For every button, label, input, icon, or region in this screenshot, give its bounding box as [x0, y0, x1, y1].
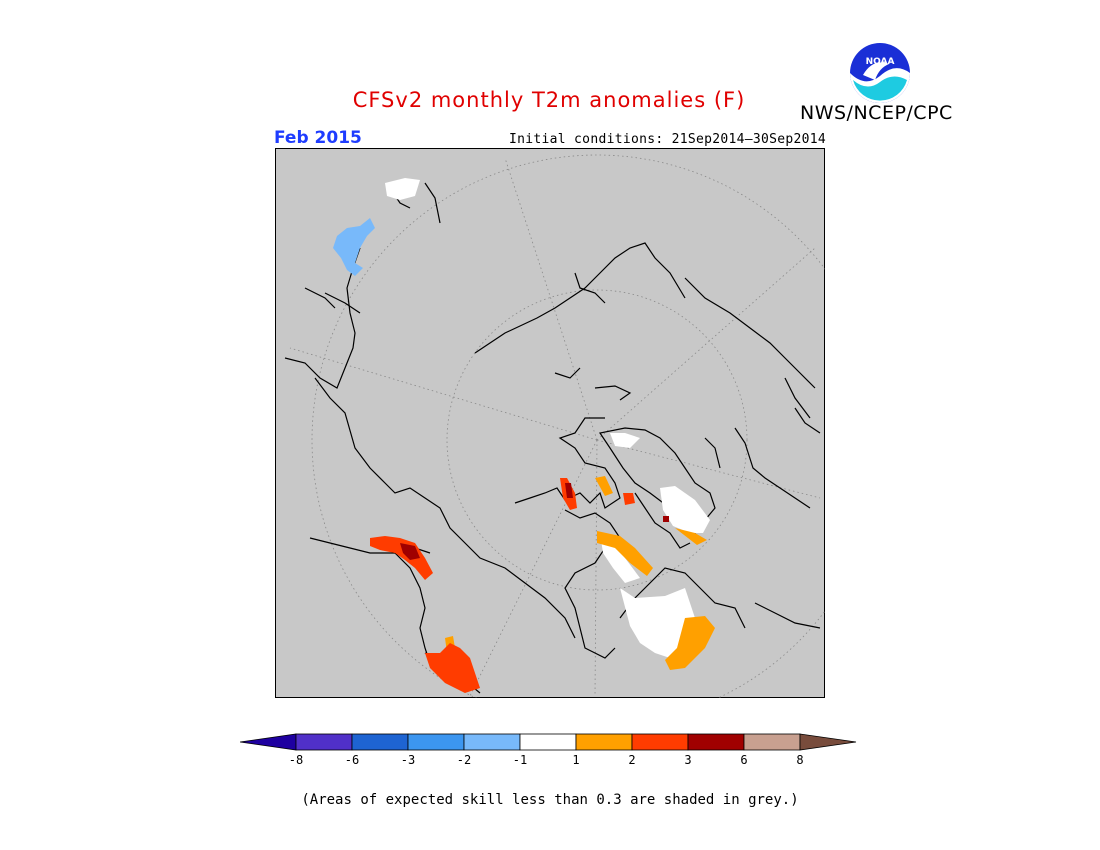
latitude-longitude-grid [289, 154, 825, 698]
polar-anomaly-map [275, 148, 825, 698]
coastlines [284, 182, 821, 694]
forecast-period: Feb 2015 [274, 128, 362, 148]
color-scale-bar: -8 -6 -3 -2 -1 1 2 3 6 8 [240, 733, 857, 767]
colorbar-tick-label: 3 [684, 753, 691, 767]
colorbar-tick-label: 8 [796, 753, 803, 767]
colorbar-swatch [351, 733, 409, 751]
anomaly-cool-patch [333, 218, 375, 276]
colorbar-tick-label: -2 [457, 753, 471, 767]
colorbar-tick-label: -6 [345, 753, 359, 767]
colorbar-swatch [295, 733, 353, 751]
map-title: CFSv2 monthly T2m anomalies (F) [352, 88, 746, 112]
map-frame [275, 148, 825, 698]
colorbar-swatch [519, 733, 577, 751]
colorbar-arrow-low [240, 733, 297, 751]
colorbar-tick-label: 2 [628, 753, 635, 767]
colorbar-swatch [687, 733, 745, 751]
colorbar-tick-label: -1 [513, 753, 527, 767]
svg-text:NOAA: NOAA [866, 57, 895, 67]
colorbar-swatch [743, 733, 801, 751]
skill-note: (Areas of expected skill less than 0.3 a… [301, 792, 799, 808]
colorbar-tick-label: -3 [401, 753, 415, 767]
noaa-logo: NOAA [850, 43, 910, 103]
colorbar-swatch [463, 733, 521, 751]
colorbar-tick-label: -8 [289, 753, 303, 767]
colorbar-tick-label: 6 [740, 753, 747, 767]
anomaly-patches [333, 178, 715, 693]
colorbar-swatch [407, 733, 465, 751]
colorbar-swatch [575, 733, 633, 751]
colorbar-swatch [631, 733, 689, 751]
agency-label: NWS/NCEP/CPC [800, 102, 953, 124]
initial-conditions: Initial conditions: 21Sep2014–30Sep2014 [509, 132, 826, 147]
colorbar-tick-label: 1 [572, 753, 579, 767]
colorbar-arrow-high [799, 733, 857, 751]
